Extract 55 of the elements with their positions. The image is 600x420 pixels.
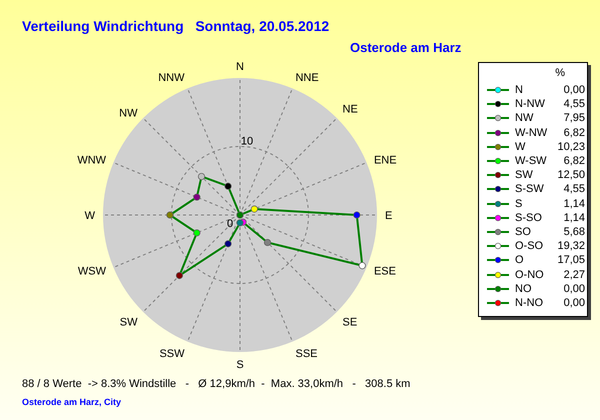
chart-title: Verteilung Windrichtung Sonntag, 20.05.2012 [22, 18, 330, 34]
spoke-label: SE [342, 316, 358, 328]
spoke-label: WNW [77, 154, 107, 166]
text: W-SW [515, 155, 548, 168]
text: SO [515, 226, 532, 238]
text: 1,14 [562, 198, 585, 210]
spoke-label: N [236, 61, 244, 73]
spoke-label: NNE [295, 72, 319, 84]
text: 10,23 [556, 140, 585, 153]
text: 1,14 [562, 212, 585, 224]
spoke-label: ESE [374, 265, 396, 278]
text: 7,95 [562, 112, 585, 124]
spoke-label: NW [119, 107, 138, 120]
text: NW [515, 112, 534, 124]
text: S-SW [515, 183, 545, 196]
text: W-NW [515, 126, 548, 139]
text: 4,55 [562, 183, 585, 196]
y-tick-label: 10 [240, 136, 254, 148]
spoke-label: S [236, 358, 244, 371]
text: W [515, 140, 526, 153]
spoke-label: E [385, 210, 392, 222]
text: O [515, 254, 525, 266]
text: 2,27 [562, 268, 585, 281]
text: N [515, 84, 524, 96]
text: O-SO [515, 240, 544, 252]
text: 4,55 [562, 98, 585, 110]
text: 88 / 8 Werte -> 8.3% Windstille - Ø 12,9km/h - Max. 33,0km/h - 308.5 km [22, 378, 410, 390]
chart-subtitle: Osterode am Harz [350, 40, 462, 55]
text: 0,00 [562, 282, 585, 295]
text: % [554, 67, 566, 81]
text: N-NO [515, 296, 544, 309]
spoke-label: SSE [295, 348, 318, 360]
spoke-label: SSW [159, 348, 186, 360]
spoke-label: NNW [158, 72, 186, 84]
text: N-NW [515, 98, 546, 110]
text: 0,00 [562, 296, 585, 309]
spoke-label: SW [120, 316, 138, 328]
text: 19,32 [556, 240, 585, 252]
text: SW [515, 169, 534, 182]
spoke-label: WSW [78, 265, 107, 278]
text: Osterode am Harz, City [22, 397, 122, 407]
text: S-SO [515, 212, 543, 224]
text: 0,00 [562, 84, 585, 96]
text: 12,50 [556, 169, 585, 182]
spoke-label: NE [342, 103, 358, 116]
text: 17,05 [556, 254, 585, 266]
text: 5,68 [562, 226, 585, 238]
text: 6,82 [562, 126, 585, 139]
text: S [515, 198, 524, 210]
text: 6,82 [562, 155, 585, 168]
y-tick-label: 0 [226, 218, 234, 230]
spoke-label: ENE [374, 154, 397, 166]
text: O-NO [515, 268, 545, 281]
text: NO [515, 282, 532, 295]
spoke-label: W [84, 210, 96, 222]
